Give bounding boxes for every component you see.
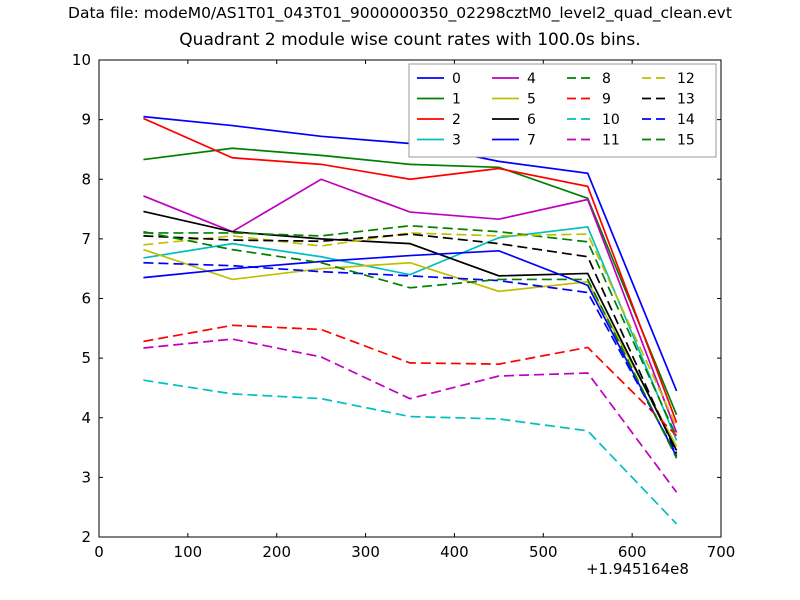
x-tick-label: 0: [94, 543, 104, 561]
y-tick-label: 7: [81, 230, 91, 248]
series-line-15: [143, 230, 678, 459]
data-file-caption: Data file: modeM0/AS1T01_043T01_90000003…: [68, 4, 732, 22]
x-tick-label: 300: [351, 543, 380, 561]
series-line-11: [143, 338, 678, 493]
x-tick-label: 100: [174, 543, 203, 561]
series-line-1: [143, 147, 678, 416]
series-line-2: [143, 117, 678, 423]
y-tick-label: 5: [81, 349, 91, 367]
legend-label-9[interactable]: 9: [602, 92, 611, 108]
chart-title: Quadrant 2 module wise count rates with …: [179, 30, 641, 50]
x-axis-offset-text: +1.945164e8: [586, 560, 689, 578]
y-tick-label: 9: [81, 111, 91, 129]
legend-label-5[interactable]: 5: [527, 92, 536, 108]
series-line-3: [143, 226, 678, 441]
x-axis-ticks: 0 100 200 300 400 500 600 700: [94, 60, 735, 561]
x-tick-label: 400: [440, 543, 469, 561]
legend-label-1[interactable]: 1: [452, 92, 461, 108]
series-line-7: [143, 249, 678, 457]
y-tick-label: 2: [81, 528, 91, 546]
legend-label-3[interactable]: 3: [452, 133, 461, 149]
legend-box: [408, 63, 717, 158]
y-tick-label: 6: [81, 290, 91, 308]
series-line-9: [143, 324, 678, 437]
legend-label-15[interactable]: 15: [677, 133, 695, 149]
y-tick-label: 4: [81, 409, 91, 427]
legend-label-10[interactable]: 10: [602, 112, 620, 128]
legend-label-0[interactable]: 0: [452, 71, 461, 87]
y-tick-label: 10: [72, 51, 91, 69]
y-tick-label: 3: [81, 468, 91, 486]
series-line-6: [143, 210, 678, 451]
x-tick-label: 700: [707, 543, 736, 561]
legend-label-2[interactable]: 2: [452, 112, 461, 128]
legend-label-8[interactable]: 8: [602, 71, 611, 87]
legend-label-14[interactable]: 14: [677, 112, 695, 128]
legend-label-12[interactable]: 12: [677, 71, 695, 87]
series-line-5: [143, 248, 678, 447]
y-tick-label: 8: [81, 170, 91, 188]
legend-label-6[interactable]: 6: [527, 112, 536, 128]
x-tick-label: 600: [618, 543, 647, 561]
x-tick-label: 200: [262, 543, 291, 561]
legend-label-4[interactable]: 4: [527, 71, 536, 87]
legend-label-11[interactable]: 11: [602, 133, 620, 149]
legend-label-13[interactable]: 13: [677, 92, 695, 108]
legend-label-7[interactable]: 7: [527, 133, 536, 149]
x-tick-label: 500: [529, 543, 558, 561]
